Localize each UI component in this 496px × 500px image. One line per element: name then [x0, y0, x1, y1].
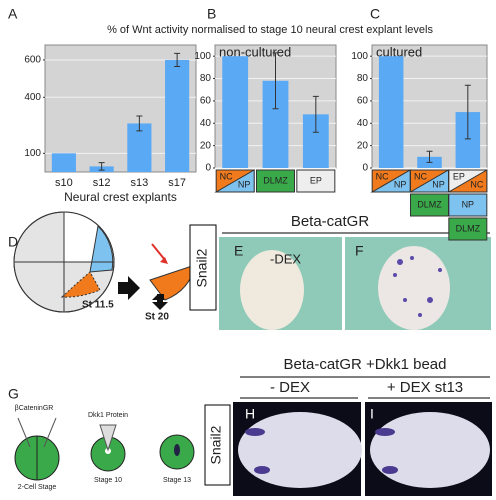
y-tick-label: 400 [24, 92, 41, 103]
figure-title: % of Wnt activity normalised to stage 10… [107, 24, 433, 36]
bar [222, 56, 249, 168]
icon-box [448, 217, 488, 241]
category-icon: EP [296, 169, 336, 193]
y-tick-label: 100 [194, 51, 211, 62]
embryo [240, 250, 304, 330]
y-tick-label: 100 [351, 51, 368, 62]
marker-label: Snail2 [194, 248, 210, 287]
panel-header: Beta-catGR [291, 213, 370, 230]
y-tick-label: 60 [357, 96, 369, 107]
y-tick-label: 80 [357, 73, 369, 84]
icon-half [214, 169, 255, 193]
icon-label: NC [470, 179, 483, 189]
panel-letter: A [8, 6, 18, 22]
icon-label: NP [462, 199, 475, 209]
injection-label: βCateninGR [15, 405, 54, 412]
embryo [378, 246, 450, 330]
panel-letter: C [370, 6, 380, 22]
category-icon: DLMZ [410, 193, 449, 217]
panel-letter: H [245, 406, 255, 422]
icon-label: NP [238, 179, 251, 189]
bar [378, 56, 404, 168]
embryo [238, 412, 362, 488]
error-bar [312, 95, 319, 133]
icon-label: NC [414, 171, 427, 181]
icon-label: NC [220, 171, 233, 181]
panel-letter: E [234, 243, 243, 259]
stain-spots [393, 256, 442, 317]
icon-label: DLMZ [456, 223, 481, 233]
icon-label: NP [394, 179, 407, 189]
error-bar [272, 52, 279, 110]
y-tick-label: 40 [200, 118, 212, 129]
diagram-g [14, 417, 195, 481]
error-bar [426, 150, 433, 163]
marker-box [204, 404, 231, 486]
y-tick-label: 80 [200, 73, 212, 84]
x-tick-label: s12 [93, 177, 111, 189]
icon-label: NC [376, 171, 389, 181]
condition-label: -DEX [270, 251, 301, 266]
bar [51, 153, 76, 172]
panel-letter: G [8, 386, 19, 402]
icon-box [256, 169, 295, 193]
panel-letter: B [207, 6, 216, 22]
icon-label: DLMZ [263, 175, 288, 185]
y-tick-label: 20 [200, 140, 212, 151]
x-axis-label: Neural crest explants [64, 190, 177, 204]
protein-label: Dkk1 Protein [88, 412, 128, 419]
panel-letter: I [370, 406, 374, 422]
x-tick-label: s17 [168, 177, 186, 189]
error-bar [98, 162, 105, 171]
y-tick-label: 20 [357, 140, 369, 151]
icon-label: EP [453, 171, 465, 181]
icon-box [296, 169, 336, 193]
icon-label: NP [432, 179, 445, 189]
error-bar [174, 52, 181, 67]
error-bar [464, 84, 471, 140]
condition-label: + DEX st13 [387, 379, 463, 396]
y-tick-label: 0 [362, 163, 368, 174]
category-icon: NC NP [214, 169, 255, 193]
y-tick-label: 600 [24, 55, 41, 66]
icon-box [448, 193, 488, 217]
panel-header: Beta-catGR +Dkk1 bead [283, 356, 446, 373]
embryo [370, 412, 490, 488]
error-bar [136, 115, 143, 132]
category-icon: NP [448, 193, 488, 217]
stage-label: 2-Cell Stage [18, 484, 57, 491]
stain-spots [245, 428, 398, 474]
series-label: non-cultured [219, 44, 291, 59]
x-tick-label: s10 [55, 177, 73, 189]
category-icon: DLMZ [448, 217, 488, 241]
category-icon: EP NC [446, 169, 488, 193]
stage-label: Stage 10 [94, 477, 122, 484]
panel-letter: F [355, 243, 364, 259]
panel-letter: D [8, 234, 18, 250]
x-tick-label: s13 [131, 177, 149, 189]
y-tick-label: 60 [200, 96, 212, 107]
diagram-d [13, 211, 196, 313]
icon-half [446, 169, 488, 193]
marker-label: Snail2 [208, 425, 224, 464]
stage-label: Stage 13 [163, 477, 191, 484]
y-tick-label: 40 [357, 118, 369, 129]
condition-label: - DEX [270, 379, 310, 396]
icon-label: DLMZ [417, 199, 442, 209]
icon-label: EP [310, 175, 322, 185]
stage-label: St 11.5 [82, 300, 114, 311]
category-icon: NC NP [370, 169, 411, 193]
y-tick-label: 100 [24, 148, 41, 159]
stage-label: St 20 [145, 312, 169, 323]
bar [127, 123, 152, 172]
category-icon: DLMZ [256, 169, 295, 193]
y-tick-label: 0 [205, 163, 211, 174]
marker-box [189, 224, 217, 311]
bar [165, 59, 190, 172]
category-icon: NC NP [408, 169, 449, 193]
series-label: cultured [376, 44, 422, 59]
